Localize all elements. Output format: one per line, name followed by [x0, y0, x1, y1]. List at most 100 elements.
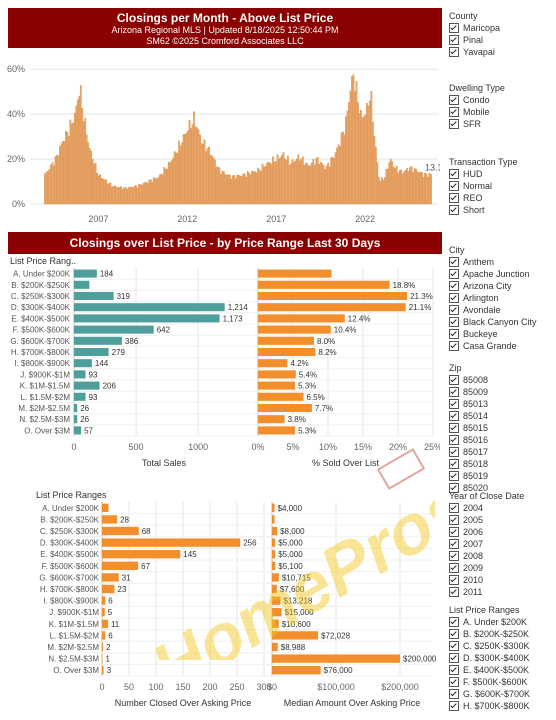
checkbox-checked-icon[interactable] — [449, 169, 459, 179]
checkbox-checked-icon[interactable] — [449, 35, 459, 45]
checkbox-checked-icon[interactable] — [449, 281, 459, 291]
filter-checkbox-item[interactable]: SFR — [449, 118, 554, 130]
checkbox-checked-icon[interactable] — [449, 641, 459, 651]
filter-checkbox-item[interactable]: 2009 — [449, 562, 554, 574]
filter-checkbox-item[interactable]: E. $400K-$500K — [449, 664, 554, 676]
filter-checkbox-item[interactable]: Maricopa — [449, 22, 554, 34]
checkbox-checked-icon[interactable] — [449, 341, 459, 351]
filter-checkbox-item[interactable]: 85008 — [449, 374, 554, 386]
checkbox-checked-icon[interactable] — [449, 95, 459, 105]
checkbox-checked-icon[interactable] — [449, 375, 459, 385]
checkbox-checked-icon[interactable] — [449, 563, 459, 573]
filter-checkbox-item[interactable]: C. $250K-$300K — [449, 640, 554, 652]
right-tick-label: 15% — [354, 442, 372, 452]
filter-checkbox-item[interactable]: 85018 — [449, 458, 554, 470]
checkbox-checked-icon[interactable] — [449, 551, 459, 561]
checkbox-checked-icon[interactable] — [449, 47, 459, 57]
filter-checkbox-item[interactable]: Pinal — [449, 34, 554, 46]
filter-checkbox-item[interactable]: 85015 — [449, 422, 554, 434]
checkbox-checked-icon[interactable] — [449, 617, 459, 627]
checkbox-checked-icon[interactable] — [449, 447, 459, 457]
checkbox-checked-icon[interactable] — [449, 119, 459, 129]
filter-checkbox-item[interactable]: REO — [449, 192, 554, 204]
checkbox-checked-icon[interactable] — [449, 701, 459, 711]
checkbox-checked-icon[interactable] — [449, 665, 459, 675]
checkbox-checked-icon[interactable] — [449, 317, 459, 327]
filter-checkbox-item[interactable]: 2007 — [449, 538, 554, 550]
filter-checkbox-item[interactable]: 85017 — [449, 446, 554, 458]
filter-checkbox-item[interactable]: A. Under $200K — [449, 616, 554, 628]
checkbox-checked-icon[interactable] — [449, 23, 459, 33]
monthly-bar — [345, 116, 347, 205]
filter-checkbox-item[interactable]: Buckeye — [449, 328, 554, 340]
filter-checkbox-item[interactable]: Anthem — [449, 256, 554, 268]
filter-checkbox-item[interactable]: 2005 — [449, 514, 554, 526]
checkbox-checked-icon[interactable] — [449, 483, 459, 493]
checkbox-checked-icon[interactable] — [449, 293, 459, 303]
filter-checkbox-item[interactable]: Condo — [449, 94, 554, 106]
filter-checkbox-item[interactable]: 85009 — [449, 386, 554, 398]
checkbox-checked-icon[interactable] — [449, 575, 459, 585]
filter-checkbox-item[interactable]: HUD — [449, 168, 554, 180]
checkbox-checked-icon[interactable] — [449, 205, 459, 215]
filter-checkbox-item[interactable]: Avondale — [449, 304, 554, 316]
filter-checkbox-item[interactable]: 2011 — [449, 586, 554, 598]
checkbox-checked-icon[interactable] — [449, 677, 459, 687]
checkbox-checked-icon[interactable] — [449, 515, 459, 525]
monthly-bar — [145, 181, 148, 205]
filter-checkbox-item[interactable]: Normal — [449, 180, 554, 192]
checkbox-checked-icon[interactable] — [449, 503, 459, 513]
category-label: L. $1.5M-$2M — [21, 393, 71, 402]
checkbox-checked-icon[interactable] — [449, 435, 459, 445]
filter-checkbox-item[interactable]: Arizona City — [449, 280, 554, 292]
checkbox-checked-icon[interactable] — [449, 329, 459, 339]
filter-checkbox-item[interactable]: Short — [449, 204, 554, 216]
filter-checkbox-item[interactable]: H. $700K-$800K — [449, 700, 554, 712]
checkbox-checked-icon[interactable] — [449, 387, 459, 397]
filter-checkbox-item[interactable]: Apache Junction — [449, 268, 554, 280]
filter-checkbox-item[interactable]: 2004 — [449, 502, 554, 514]
filter-checkbox-item[interactable]: 85020 — [449, 482, 554, 494]
checkbox-checked-icon[interactable] — [449, 459, 459, 469]
monthly-bar — [383, 177, 386, 205]
filter-checkbox-item[interactable]: 2010 — [449, 574, 554, 586]
checkbox-checked-icon[interactable] — [449, 471, 459, 481]
checkbox-checked-icon[interactable] — [449, 629, 459, 639]
filter-checkbox-item[interactable]: Yavapai — [449, 46, 554, 58]
filter-list: 2004 2005 2006 2007 2008 2009 2010 2011 — [449, 502, 554, 598]
checkbox-checked-icon[interactable] — [449, 539, 459, 549]
checkbox-checked-icon[interactable] — [449, 107, 459, 117]
filter-checkbox-item[interactable]: F. $500K-$600K — [449, 676, 554, 688]
filter-checkbox-item[interactable]: Black Canyon City — [449, 316, 554, 328]
checkbox-checked-icon[interactable] — [449, 527, 459, 537]
filter-checkbox-item[interactable]: D. $300K-$400K — [449, 652, 554, 664]
checkbox-checked-icon[interactable] — [449, 587, 459, 597]
filter-checkbox-item[interactable]: B. $200K-$250K — [449, 628, 554, 640]
filter-checkbox-item[interactable]: 85013 — [449, 398, 554, 410]
monthly-bar — [234, 178, 237, 205]
checkbox-checked-icon[interactable] — [449, 181, 459, 191]
checkbox-checked-icon[interactable] — [449, 411, 459, 421]
checkbox-checked-icon[interactable] — [449, 423, 459, 433]
checkbox-checked-icon[interactable] — [449, 193, 459, 203]
monthly-bar — [112, 186, 115, 205]
checkbox-checked-icon[interactable] — [449, 689, 459, 699]
right-value-label: 7.7% — [315, 404, 333, 413]
checkbox-checked-icon[interactable] — [449, 399, 459, 409]
filter-checkbox-item[interactable]: 2008 — [449, 550, 554, 562]
checkbox-checked-icon[interactable] — [449, 257, 459, 267]
filter-checkbox-item[interactable]: Casa Grande — [449, 340, 554, 352]
filter-checkbox-item[interactable]: G. $600K-$700K — [449, 688, 554, 700]
checkbox-checked-icon[interactable] — [449, 269, 459, 279]
checkbox-checked-icon[interactable] — [449, 653, 459, 663]
filter-checkbox-item[interactable]: 2006 — [449, 526, 554, 538]
filter-checkbox-item[interactable]: 85019 — [449, 470, 554, 482]
filter-checkbox-item[interactable]: Arlington — [449, 292, 554, 304]
right-value-label: 3.8% — [288, 415, 306, 424]
filter-checkbox-item[interactable]: 85016 — [449, 434, 554, 446]
filter-checkbox-item[interactable]: Mobile — [449, 106, 554, 118]
checkbox-checked-icon[interactable] — [449, 305, 459, 315]
price-range-banner: Closings over List Price - by Price Rang… — [8, 232, 442, 254]
monthly-bar — [225, 174, 228, 205]
filter-checkbox-item[interactable]: 85014 — [449, 410, 554, 422]
